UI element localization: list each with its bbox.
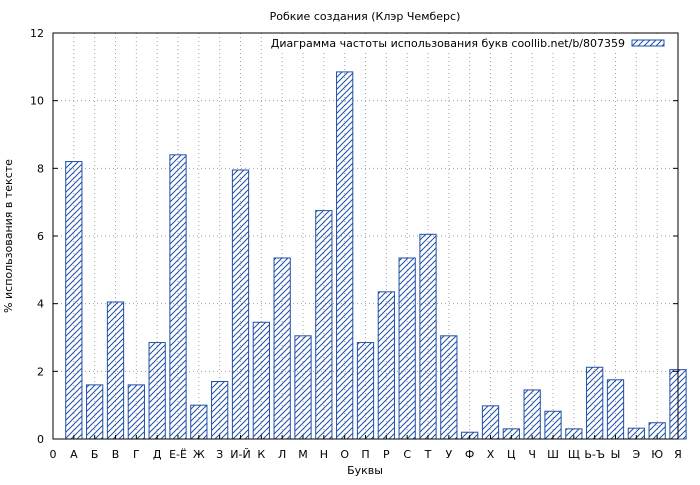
y-tick-label: 4: [37, 298, 44, 311]
x-tick-label: О: [340, 448, 349, 461]
x-tick-label: В: [112, 448, 120, 461]
y-tick-label: 10: [30, 95, 44, 108]
bar: [190, 404, 208, 440]
x-tick-label: А: [70, 448, 78, 461]
x-tick-label: Н: [320, 448, 328, 461]
x-tick-label: С: [403, 448, 411, 461]
x-tick-label: Ш: [547, 448, 559, 461]
x-tick-label: Ц: [507, 448, 516, 461]
bar: [544, 410, 562, 440]
y-tick-label: 12: [30, 27, 44, 40]
x-tick-label: Х: [487, 448, 495, 461]
y-tick-label: 8: [37, 162, 44, 175]
bar: [481, 405, 500, 440]
bar: [106, 301, 125, 440]
x-tick-label: Л: [278, 448, 286, 461]
x-tick-label: К: [257, 448, 265, 461]
legend: Диаграмма частоты использования букв coo…: [271, 36, 674, 50]
x-tick-label: Г: [133, 448, 140, 461]
bar: [148, 342, 166, 440]
bar: [211, 380, 229, 440]
x-tick-label: Я: [674, 448, 682, 461]
x-tick-label: З: [216, 448, 223, 461]
x-tick-label: М: [298, 448, 308, 461]
x-tick-label: Т: [424, 448, 432, 461]
x-tick-label: Е-Ё: [169, 448, 187, 461]
legend-box: [282, 36, 674, 50]
x-tick-label: У: [445, 448, 452, 461]
bar: [315, 210, 333, 440]
bar: [398, 257, 416, 440]
bar: [127, 384, 145, 440]
bar: [440, 335, 458, 440]
x-tick-label: Ч: [528, 448, 536, 461]
bar: [252, 321, 270, 440]
x-tick-label: Э: [632, 448, 640, 461]
bar: [65, 161, 83, 440]
bar: [586, 366, 604, 440]
y-axis-label: % использования в тексте: [2, 159, 15, 313]
y-tick-label: 6: [37, 230, 44, 243]
labels: Робкие создания (Клэр Чемберс) Буквы % и…: [2, 10, 460, 477]
bar: [377, 291, 395, 440]
bar: [606, 379, 625, 440]
y-tick-label: 2: [37, 365, 44, 378]
x-tick-label: Ь-Ъ: [584, 448, 605, 461]
y-tick-label: 0: [37, 433, 44, 446]
x-tick-label: Р: [383, 448, 390, 461]
legend-swatch: [631, 39, 665, 47]
bar: [231, 169, 250, 440]
chart-title: Робкие создания (Клэр Чемберс): [270, 10, 461, 23]
x-tick-label: И-Й: [230, 448, 250, 461]
bar: [294, 335, 312, 440]
x-tick-label: Ж: [193, 448, 205, 461]
x-tick-label: Ы: [611, 448, 621, 461]
x-tick-label: Ф: [465, 448, 474, 461]
bar: [523, 389, 541, 440]
legend-label: Диаграмма частоты использования букв coo…: [271, 37, 625, 50]
bar: [169, 154, 187, 440]
x-tick-label: Б: [91, 448, 99, 461]
x-tick-label: 0: [50, 448, 57, 461]
x-tick-label: Ю: [651, 448, 663, 461]
bar: [273, 257, 291, 440]
bar: [356, 342, 375, 440]
x-tick-label: Щ: [568, 448, 580, 461]
x-tick-label: Д: [153, 448, 162, 461]
bar: [86, 384, 104, 440]
x-tick-label: П: [361, 448, 369, 461]
bar: [419, 233, 437, 440]
bar: [336, 71, 354, 440]
x-axis-label: Буквы: [347, 464, 383, 477]
